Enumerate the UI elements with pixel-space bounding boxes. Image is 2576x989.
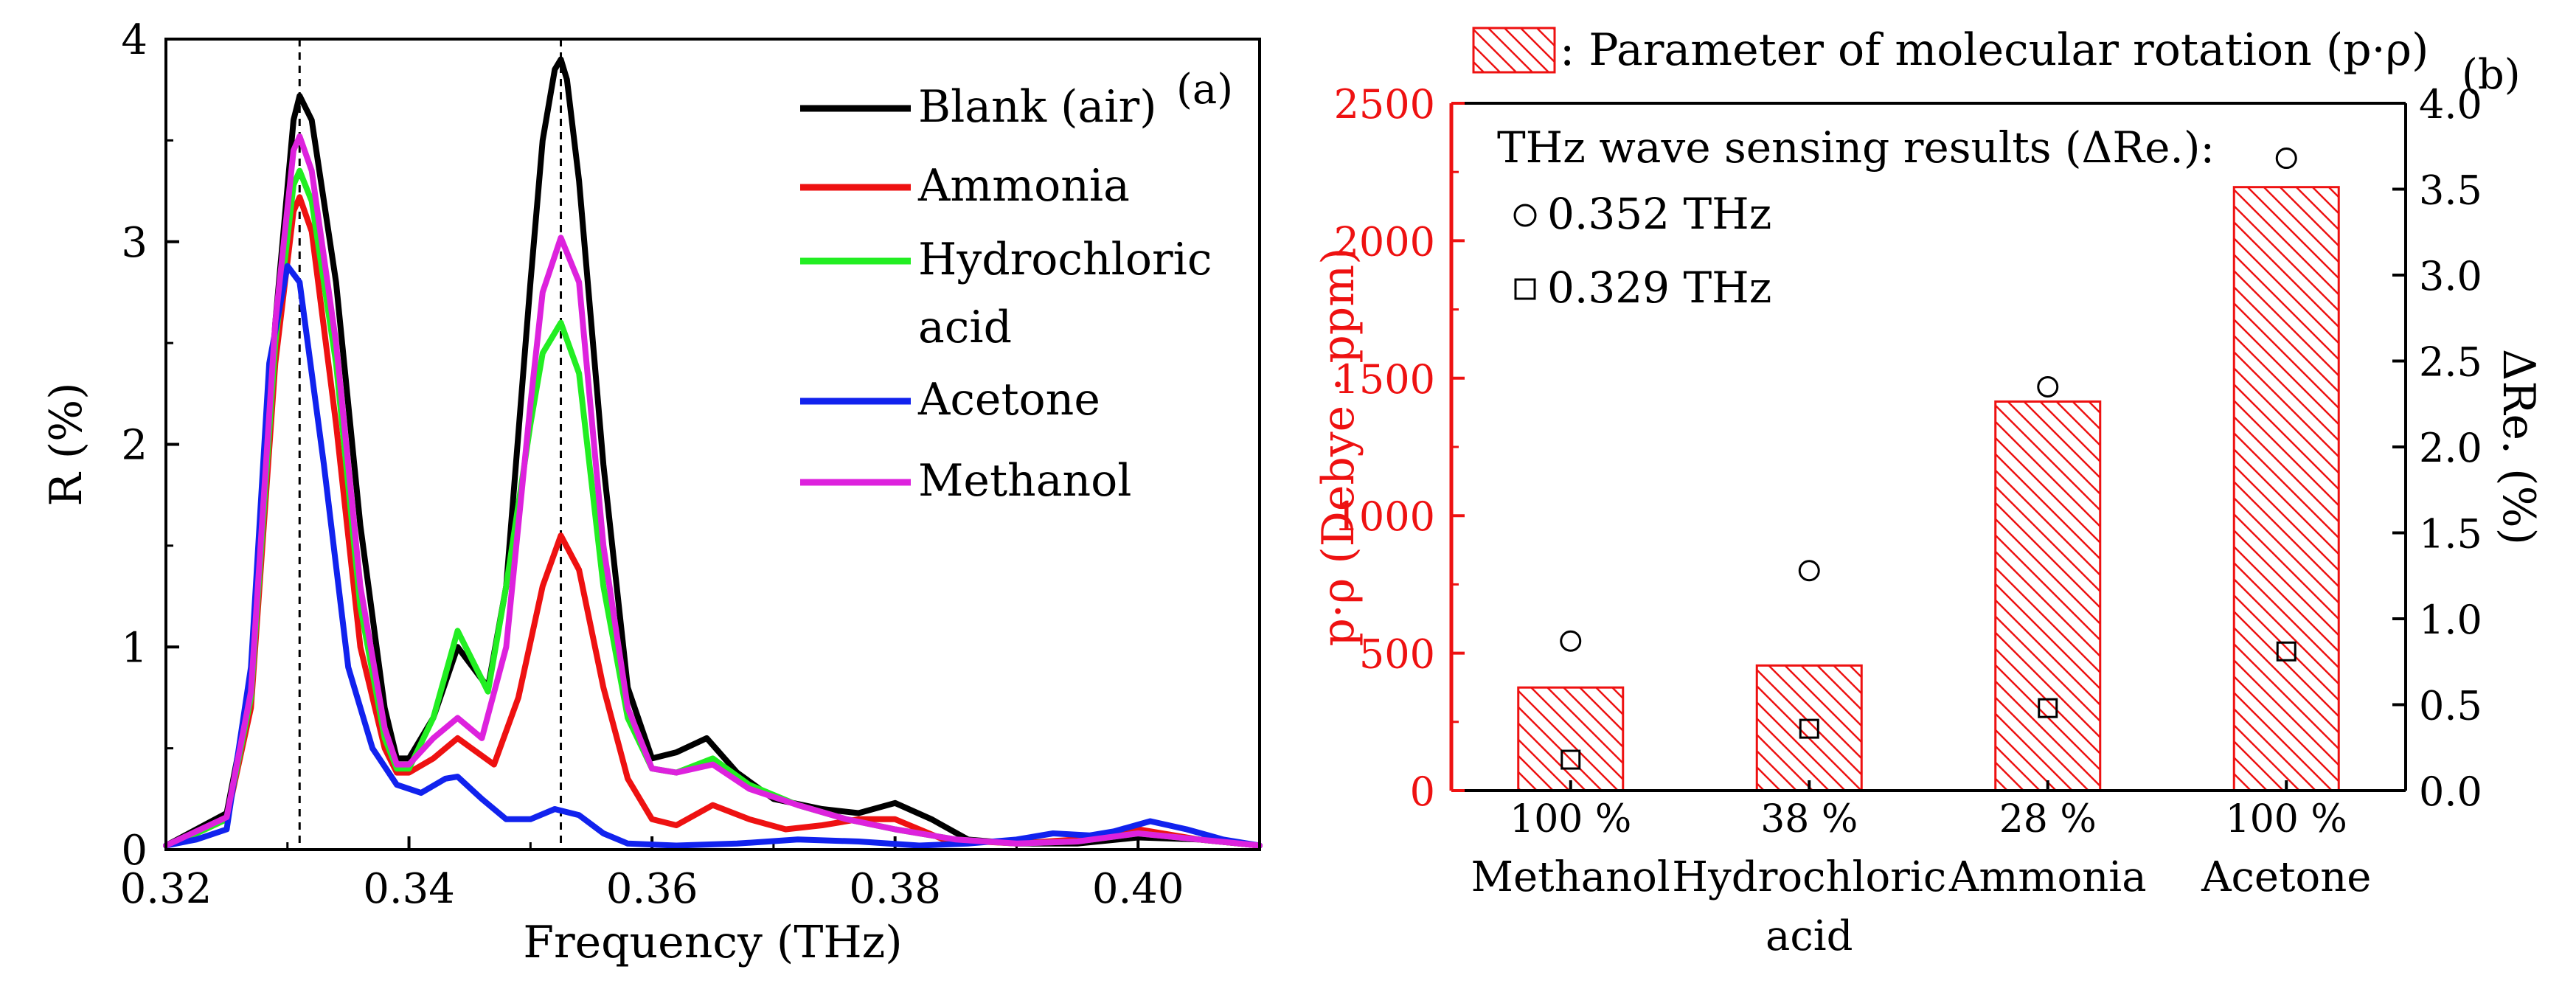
category-label-1: 38 % <box>1760 797 1858 841</box>
scatter-legend-label-0: 0.352 THz <box>1547 189 1771 239</box>
bar-3 <box>2232 186 2340 792</box>
scatter-legend-marker-square <box>1514 278 1536 300</box>
y-tick-label: 3 <box>121 219 147 267</box>
panel-label: (a) <box>1176 66 1233 114</box>
y-tick-label: 1 <box>121 624 147 672</box>
x-tick-label: 0.32 <box>120 865 212 913</box>
scatter-legend-title: THz wave sensing results (ΔRe.): <box>1497 122 2215 173</box>
right-y-tick-label: 1.5 <box>2419 511 2482 558</box>
right-y-tick-label: 0.0 <box>2419 768 2482 815</box>
scatter-legend-marker-circle <box>1513 204 1537 227</box>
legend-label-4: Methanol <box>918 455 1131 507</box>
y-axis-label: R (%) <box>41 382 92 506</box>
scatter-point-329-0 <box>1560 749 1581 770</box>
scatter-point-329-1 <box>1799 718 1819 739</box>
scatter-legend-label-1: 0.329 THz <box>1547 263 1771 313</box>
plot-frame <box>164 38 1261 851</box>
x-tick-label: 0.38 <box>849 865 941 913</box>
right-y-tick-label: 4.0 <box>2419 81 2482 128</box>
left-y-tick-label: 0 <box>1410 768 1435 815</box>
legend-label-2: acid <box>918 302 1012 353</box>
series-line-3 <box>163 263 1263 849</box>
right-y-tick-label: 1.0 <box>2419 597 2482 643</box>
legend-label-2: Hydrochloric <box>918 234 1212 285</box>
category-label-2: Ammonia <box>1948 853 2147 901</box>
series-line-0 <box>163 56 1263 849</box>
x-tick-label: 0.40 <box>1092 865 1184 913</box>
y-tick-label: 2 <box>121 422 147 470</box>
scatter-point-352-0 <box>1560 630 1582 652</box>
bar-1 <box>1755 664 1863 792</box>
bar-0 <box>1517 686 1625 792</box>
category-label-1: acid <box>1766 912 1853 960</box>
panel-a: 0 1 2 3 4 0.32 0.34 0.36 0.38 0.40 Frequency (THz)… <box>41 16 1263 968</box>
series-line-4 <box>163 133 1263 849</box>
left-y-tick-label: 500 <box>1359 631 1435 678</box>
legend-label-0: Blank (air) <box>918 81 1157 133</box>
scatter-point-329-3 <box>2276 641 2296 662</box>
left-y-tick-label: 2000 <box>1334 218 1435 265</box>
category-label-3: Acetone <box>2201 853 2371 901</box>
x-axis-label: Frequency (THz) <box>523 917 902 968</box>
left-axis-label: p·ρ (Debye · ppm) <box>1313 248 1364 647</box>
bar-legend-label: : Parameter of molecular rotation (p·ρ) <box>1560 24 2429 76</box>
scatter-point-352-2 <box>2037 375 2059 398</box>
right-y-tick-label: 3.0 <box>2419 253 2482 299</box>
right-y-tick-label: 2.5 <box>2419 339 2482 386</box>
panel-label: (b) <box>2462 51 2521 99</box>
category-label-0: Methanol <box>1471 853 1670 901</box>
category-label-1: Hydrochloric <box>1672 853 1946 901</box>
legend-label-3: Acetone <box>917 374 1100 426</box>
right-y-tick-label: 0.5 <box>2419 683 2482 729</box>
category-label-0: 100 % <box>1510 797 1631 841</box>
category-label-3: 100 % <box>2226 797 2347 841</box>
left-y-tick-label: 1000 <box>1334 493 1435 540</box>
right-axis-label: ΔRe. (%) <box>2493 349 2544 545</box>
y-tick-label: 4 <box>121 16 147 64</box>
x-tick-label: 0.34 <box>363 865 455 913</box>
right-y-tick-label: 2.0 <box>2419 425 2482 471</box>
legend-label-1: Ammonia <box>917 160 1130 212</box>
scatter-point-352-1 <box>1798 560 1820 582</box>
left-y-tick-label: 1500 <box>1334 356 1435 403</box>
bar-2 <box>1994 400 2102 792</box>
panel-b: 0 500 1000 1500 2000 2500 0.0 0.5 1.0 1.5 2.0 2.5 3.… <box>1313 24 2544 960</box>
right-y-tick-label: 3.5 <box>2419 167 2482 214</box>
scatter-point-329-2 <box>2038 698 2058 718</box>
category-label-2: 28 % <box>1999 797 2097 841</box>
y-tick-label: 0 <box>121 827 147 875</box>
scatter-point-352-3 <box>2275 148 2297 170</box>
x-tick-label: 0.36 <box>606 865 698 913</box>
series-line-1 <box>163 194 1263 849</box>
left-y-tick-label: 2500 <box>1334 81 1435 128</box>
bar-legend-swatch <box>1472 27 1556 74</box>
